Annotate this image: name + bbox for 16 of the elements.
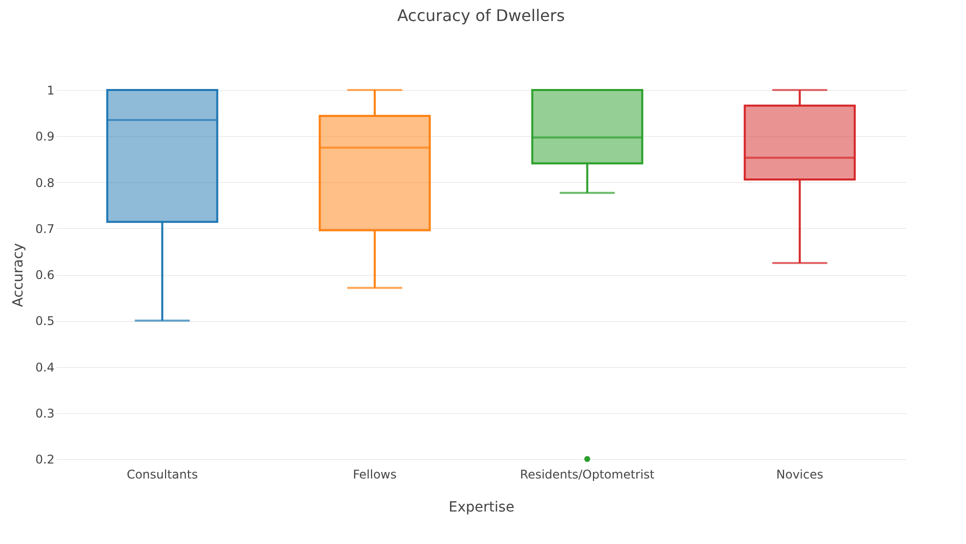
- chart-title: Accuracy of Dwellers: [397, 6, 565, 25]
- y-tick-label: 0.8: [35, 176, 54, 190]
- y-tick-label: 0.5: [35, 314, 54, 328]
- x-tick-label: Novices: [776, 468, 824, 482]
- x-axis-title: Expertise: [448, 500, 514, 516]
- x-tick-label: Consultants: [126, 468, 198, 482]
- y-axis-title: Accuracy: [10, 243, 26, 307]
- x-tick-label: Fellows: [352, 468, 397, 482]
- y-tick-label: 0.3: [35, 406, 54, 420]
- x-tick-label: Residents/Optometrist: [520, 468, 655, 482]
- y-tick-label: 0.7: [35, 222, 54, 236]
- y-tick-label: 0.4: [35, 360, 54, 374]
- y-tick-label: 0.2: [35, 452, 54, 466]
- y-tick-label: 1: [46, 84, 54, 98]
- y-tick-label: 0.6: [35, 268, 54, 282]
- y-tick-label: 0.9: [35, 130, 54, 144]
